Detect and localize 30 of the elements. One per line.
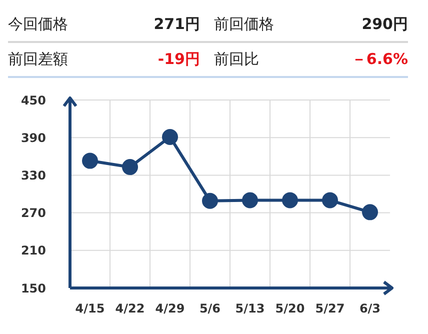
y-tick-label: 330	[20, 168, 46, 182]
x-tick-label: 5/27	[315, 302, 345, 316]
text: 290円	[360, 15, 408, 34]
point	[82, 152, 98, 169]
text: 今回価格	[8, 15, 69, 34]
text: －6.6%	[350, 50, 408, 69]
x-tick-label: 4/15	[75, 302, 105, 316]
point	[282, 192, 298, 208]
point	[242, 192, 258, 208]
text: 271円	[152, 15, 200, 34]
x-tick-label: 5/20	[275, 302, 305, 316]
point	[202, 192, 218, 209]
text: 前回価格	[213, 15, 275, 34]
point	[362, 204, 378, 220]
x-tick-label: 5/6	[199, 302, 221, 316]
point	[322, 192, 338, 208]
point	[162, 128, 178, 145]
y-tick-label: 150	[20, 281, 46, 296]
x-tick-label: 6/3	[359, 302, 381, 316]
x-tick-label: 4/22	[115, 302, 145, 316]
x-tick-label: 4/29	[155, 302, 185, 316]
y-tick-label: 210	[20, 244, 46, 258]
y-tick-label: 450	[20, 93, 46, 108]
text: 前回差額	[8, 50, 69, 69]
y-tick-label: 270	[20, 206, 46, 220]
point	[122, 159, 138, 176]
text: 前回比	[213, 50, 260, 69]
text: -19円	[156, 50, 200, 69]
x-tick-label: 5/13	[235, 302, 265, 316]
y-tick-label: 390	[20, 130, 46, 145]
